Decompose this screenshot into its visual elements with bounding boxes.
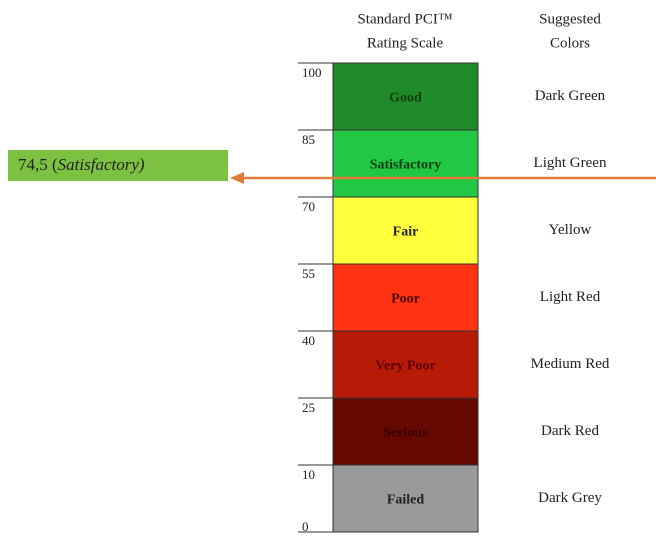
level-label: 40 (302, 333, 315, 348)
colors-title: Colors (550, 35, 590, 51)
scale-title: Standard PCI™ (357, 11, 452, 27)
band-label: Good (389, 91, 422, 106)
arrow-head (230, 172, 244, 184)
color-name: Medium Red (531, 356, 610, 372)
scale-title: Rating Scale (367, 35, 444, 51)
color-name: Light Red (540, 289, 601, 305)
band (332, 196, 479, 265)
colors-title: Suggested (539, 11, 601, 27)
band-label: Failed (387, 493, 425, 508)
level-label: 0 (302, 519, 309, 534)
marker-label: 74,5 (Satisfactory) (18, 155, 145, 174)
marker-value: 74,5 ( (18, 155, 58, 174)
band (332, 397, 479, 466)
level-label: 10 (302, 467, 315, 482)
scale: Good Dark Green Satisfactory Light Green Fai… (298, 62, 610, 534)
band-label: Poor (391, 292, 420, 307)
color-name: Dark Red (541, 423, 599, 439)
color-name: Light Green (534, 155, 607, 171)
band-label: Fair (393, 225, 419, 240)
level-label: 85 (302, 132, 315, 147)
band (332, 62, 479, 131)
band (332, 464, 479, 533)
color-name: Dark Grey (538, 490, 602, 506)
level-label: 100 (302, 65, 322, 80)
band (332, 263, 479, 332)
color-name: Yellow (549, 222, 592, 238)
level-label: 55 (302, 266, 315, 281)
level-label: 70 (302, 199, 315, 214)
band (332, 129, 479, 198)
band-label: Satisfactory (370, 158, 442, 173)
band-label: Serious (383, 426, 428, 441)
band (332, 330, 479, 399)
level-label: 25 (302, 400, 315, 415)
marker-box (8, 150, 228, 181)
marker-category: Satisfactory) (58, 155, 145, 174)
color-name: Dark Green (535, 88, 606, 104)
band-label: Very Poor (375, 359, 436, 374)
